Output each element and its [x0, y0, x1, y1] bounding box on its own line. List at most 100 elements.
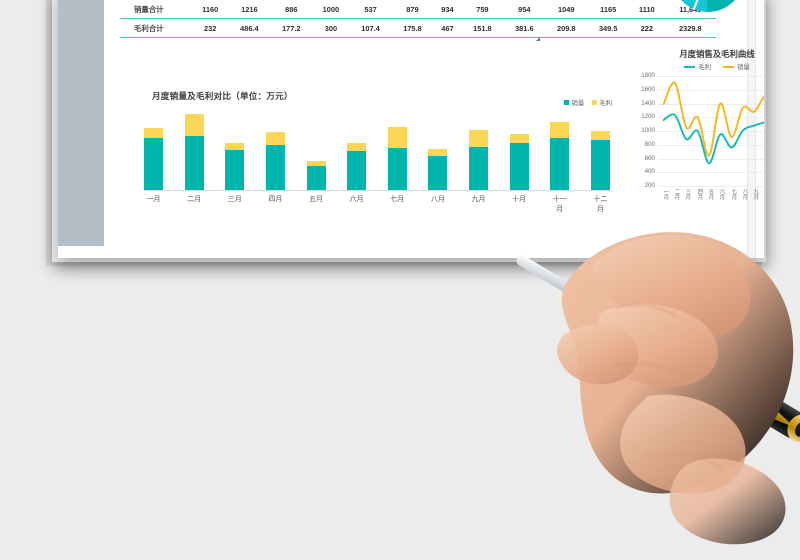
bar-segment-sales — [550, 138, 570, 190]
line-chart-y-tick: 200 — [644, 182, 655, 189]
line-chart-x-label: 八月 — [741, 188, 747, 200]
legend-label-profit: 毛利 — [599, 100, 612, 107]
sales-summary-table: 销售三部 289 350 191 252 147 226 186 240 344… — [120, 0, 716, 38]
bar-segment-sales — [225, 150, 245, 190]
line-chart: 月度销售及毛利曲线 毛利 销量 200 400 600 800 1000 1200 1400… — [632, 48, 764, 210]
bar-segment-sales — [387, 148, 407, 190]
bar-x-label: 九月 — [471, 196, 486, 203]
bar-segment-profit — [387, 127, 407, 149]
bar-column[interactable] — [550, 114, 570, 190]
bar-segment-profit — [184, 114, 204, 136]
bar-column[interactable] — [347, 114, 367, 190]
cell: 1216 — [228, 0, 271, 19]
bar-segment-sales — [144, 138, 163, 190]
legend-swatch-sales — [564, 100, 570, 105]
table-row-total-sales[interactable]: 销量合计 1160 1216 886 1000 537 879 934 759 … — [120, 0, 716, 19]
line-chart-y-tick: 1600 — [641, 85, 655, 93]
cell: 349.5 — [587, 18, 630, 38]
bar-segment-profit — [428, 149, 448, 157]
bar-segment-profit — [306, 161, 326, 167]
line-chart-y-tick: 400 — [644, 168, 655, 176]
bar-segment-sales — [347, 150, 367, 190]
left-rail-divider — [104, 0, 109, 246]
legend-label-sales-line: 销量 — [737, 64, 750, 71]
bar-column[interactable] — [590, 114, 610, 190]
legend-line-sales — [723, 65, 734, 68]
line-chart-x-label: 三月 — [684, 188, 691, 200]
legend-item-profit[interactable]: 毛利 — [592, 98, 612, 107]
bar-segment-profit — [144, 127, 163, 139]
bar-chart-x-axis — [144, 190, 610, 191]
legend-item-profit-line[interactable]: 毛利 — [684, 62, 711, 71]
bar-column[interactable] — [387, 114, 407, 190]
bar-segment-profit — [590, 130, 610, 141]
bar-column[interactable] — [144, 114, 163, 190]
bar-x-label: 四月 — [268, 196, 283, 203]
bar-column[interactable] — [509, 114, 529, 190]
cell: 954 — [503, 0, 546, 19]
bar-segment-profit — [509, 133, 529, 144]
cell: 537 — [349, 0, 392, 19]
bar-segment-sales — [509, 143, 529, 190]
line-chart-gridline — [658, 131, 764, 132]
line-chart-title: 月度销售及毛利曲线 — [679, 49, 755, 59]
line-chart-gridline — [658, 186, 764, 187]
legend-item-sales-line[interactable]: 销量 — [723, 62, 750, 71]
bar-column[interactable] — [306, 114, 326, 190]
cell: 300 — [312, 18, 350, 38]
line-chart-x-label: 九月 — [752, 188, 759, 200]
legend-label-profit-line: 毛利 — [698, 64, 711, 71]
pie-chart-graphic[interactable] — [672, 0, 744, 12]
bar-segment-sales — [590, 140, 610, 190]
bar-x-label: 二月 — [187, 196, 202, 203]
bar-segment-profit — [469, 130, 488, 148]
dashboard-card: 销售三部 289 350 191 252 147 226 186 240 344… — [58, 0, 764, 258]
table-row-total-profit[interactable]: 毛利合计 232 486.4 177.2 300 107.4 175.8 467… — [120, 18, 716, 38]
line-chart-y-tick: 800 — [644, 140, 655, 148]
line-chart-x-label: 六月 — [718, 188, 725, 200]
bar-segment-profit — [265, 131, 285, 146]
cell: 1160 — [192, 0, 229, 19]
line-series-毛利 — [662, 113, 764, 165]
bar-segment-sales — [265, 145, 285, 190]
cell: 1110 — [629, 0, 665, 19]
cell: 879 — [391, 0, 434, 19]
vertical-scrollbar-track[interactable] — [747, 0, 756, 258]
line-chart-y-tick: 1200 — [641, 113, 655, 121]
bar-column[interactable] — [265, 114, 285, 190]
bar-segment-profit — [225, 142, 245, 151]
legend-item-sales[interactable]: 销量 — [564, 98, 584, 107]
bar-x-label: 十一月 — [552, 196, 567, 213]
cell: 175.8 — [391, 18, 434, 38]
bar-chart-legend: 销量 毛利 — [564, 98, 612, 107]
cell: 934 — [433, 0, 462, 19]
bar-chart-title: 月度销量及毛利对比（单位：万元） — [152, 91, 293, 101]
bar-column[interactable] — [428, 114, 448, 190]
bar-x-label: 七月 — [390, 196, 405, 203]
bar-column[interactable] — [184, 114, 204, 190]
line-chart-series-svg — [662, 81, 764, 165]
line-chart-y-tick: 1000 — [641, 127, 655, 134]
cell: 151.8 — [461, 18, 504, 38]
bar-x-label: 十月 — [512, 196, 527, 203]
cell: 886 — [270, 0, 313, 19]
row-label: 毛利合计 — [120, 18, 192, 38]
bar-segment-sales — [428, 156, 448, 190]
line-chart-x-label: 五月 — [707, 188, 713, 200]
cell: 759 — [461, 0, 504, 19]
bar-column[interactable] — [225, 114, 245, 190]
line-chart-legend: 毛利 销量 — [632, 62, 764, 71]
line-chart-x-label: 七月 — [729, 188, 736, 200]
line-chart-y-tick: 1400 — [641, 99, 655, 107]
cell: 107.4 — [349, 18, 392, 38]
bar-x-label: 一月 — [146, 196, 161, 203]
cell: 177.2 — [270, 18, 313, 38]
bar-x-label: 十二月 — [593, 196, 608, 213]
cell: 1000 — [312, 0, 350, 19]
pie-chart: 销售三部 销售四部 — [658, 0, 764, 24]
bar-column[interactable] — [469, 114, 488, 190]
line-chart-x-label: 二月 — [673, 188, 679, 200]
cell: 232 — [192, 18, 229, 38]
cell-comment-marker-icon — [536, 37, 540, 41]
